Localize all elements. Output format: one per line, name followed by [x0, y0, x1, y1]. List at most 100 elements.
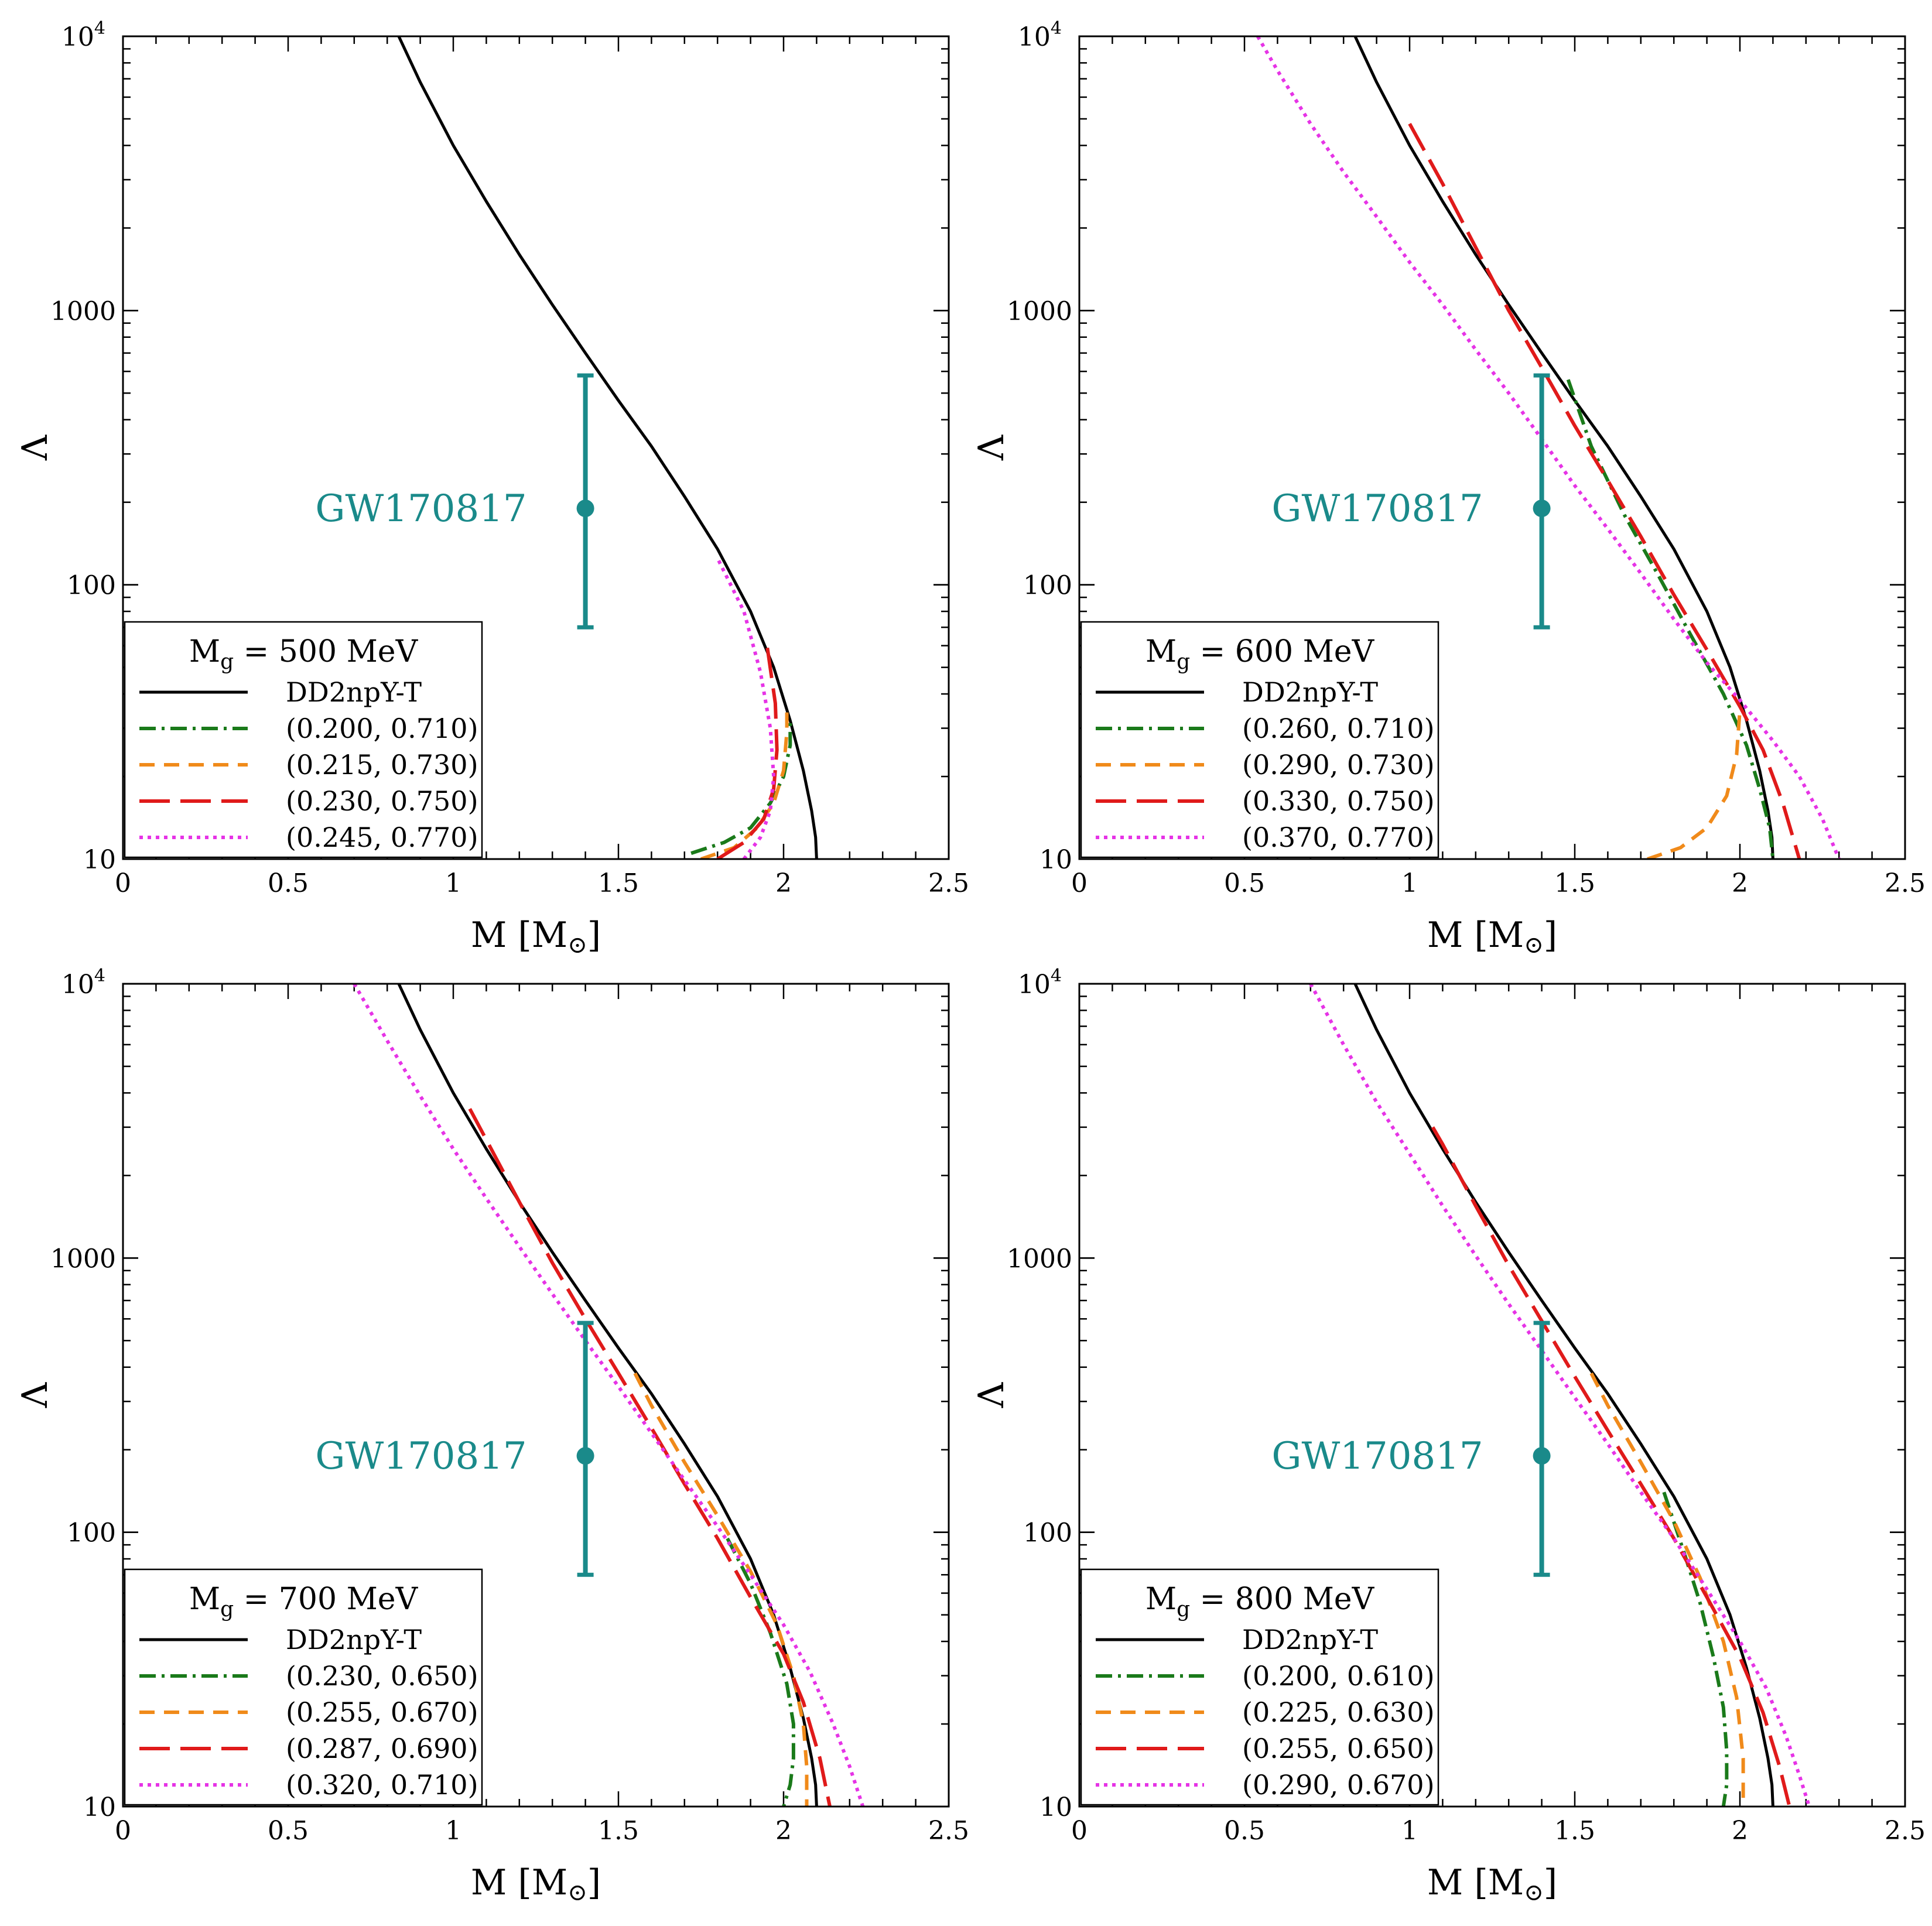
plot-frame: [1078, 983, 1906, 1808]
gw-label: GW170817: [315, 487, 526, 531]
y-axis-label: Λ: [971, 1382, 1012, 1408]
y-tick-label-text: 10: [1039, 1792, 1072, 1822]
legend-entry-3: (0.215, 0.730): [286, 749, 478, 781]
series-line-2: [690, 720, 792, 855]
x-axis-label-text: M [M: [1427, 1862, 1524, 1903]
legend-box: [1080, 1568, 1439, 1806]
y-tick-label: 100: [67, 1518, 116, 1548]
series-line-3: [1647, 709, 1742, 859]
legend-title-rest: = 600 MeV: [1190, 634, 1374, 669]
legend-entry-2: (0.200, 0.710): [286, 713, 478, 744]
x-tick-label: 2: [1732, 868, 1748, 898]
y-tick-label: 104: [1018, 18, 1062, 52]
series-line-1: [397, 36, 818, 859]
y-tick-label: 104: [1018, 966, 1062, 1000]
x-tick-label: 2.5: [928, 1816, 969, 1846]
gw-annotation: GW170817: [1271, 1321, 1551, 1577]
x-tick-label: 1: [1401, 868, 1418, 898]
legend-title: Mg = 500 MeV: [189, 634, 419, 674]
legend-title-main: M: [189, 634, 220, 669]
y-tick-label: 1000: [50, 1244, 116, 1274]
gw-label: GW170817: [1271, 1435, 1483, 1478]
series-line-4: [716, 645, 779, 859]
x-axis-label-sun: ⊙: [1524, 1879, 1544, 1906]
legend-title-rest: = 500 MeV: [234, 634, 418, 669]
legend-title-main: M: [1145, 1582, 1177, 1617]
series-group: [353, 984, 865, 1807]
x-axis-label-text: M [M: [471, 1862, 567, 1903]
x-tick-label: 0: [115, 1816, 131, 1846]
y-tick-exponent: 4: [1051, 966, 1062, 986]
series-line-2: [1566, 379, 1775, 859]
series-line-1: [1353, 36, 1774, 859]
legend-title-sub: g: [220, 650, 234, 674]
legend-entry-2: (0.260, 0.710): [1242, 713, 1435, 744]
x-tick-label: 1.5: [1554, 1816, 1595, 1846]
gw-point: [576, 1447, 594, 1465]
x-tick-label: 0: [1071, 1816, 1088, 1846]
series-group: [1256, 36, 1841, 859]
y-tick-label-text: 100: [67, 571, 116, 601]
x-axis-label-end: ]: [1544, 1862, 1557, 1903]
x-tick-label: 2.5: [1885, 1816, 1926, 1846]
legend-title-sub: g: [220, 1597, 234, 1621]
gw-point: [1533, 1447, 1551, 1465]
legend-entry-4: (0.330, 0.750): [1242, 785, 1435, 817]
y-axis-label: Λ: [15, 1382, 56, 1408]
x-tick-label: 1.5: [598, 868, 639, 898]
legend-title-sub: g: [1177, 1597, 1190, 1621]
series-group: [1309, 984, 1811, 1807]
x-axis-label: M [M⊙]: [1427, 1862, 1557, 1906]
y-tick-label: 10: [83, 845, 116, 875]
y-tick-label-text: 10: [83, 845, 116, 875]
x-tick-label: 1: [1401, 1816, 1418, 1846]
legend-entry-1: DD2npY-T: [1242, 1624, 1378, 1655]
x-tick-label: 2: [775, 868, 792, 898]
series-line-1: [397, 984, 818, 1807]
x-tick-label: 0.5: [1224, 868, 1265, 898]
y-tick-label-text: 10: [61, 970, 94, 1000]
y-tick-label: 104: [61, 966, 105, 1000]
x-tick-label: 1.5: [598, 1816, 639, 1846]
gw-label: GW170817: [1271, 487, 1483, 531]
legend-entry-2: (0.200, 0.610): [1242, 1660, 1435, 1692]
series-line-4: [468, 1108, 832, 1807]
x-axis-label-sun: ⊙: [1524, 932, 1544, 959]
x-tick-label: 1: [445, 868, 461, 898]
y-tick-label: 1000: [1007, 296, 1072, 326]
y-tick-label: 1000: [50, 296, 116, 326]
gw-point: [1533, 500, 1551, 518]
y-tick-label-text: 1000: [1007, 1244, 1072, 1274]
x-axis-label-text: M [M: [1427, 915, 1524, 956]
y-tick-exponent: 4: [94, 966, 105, 986]
y-tick-label-text: 100: [1023, 1518, 1072, 1548]
y-tick-label: 100: [1023, 1518, 1072, 1548]
legend-entry-3: (0.290, 0.730): [1242, 749, 1435, 781]
x-tick-label: 0.5: [1224, 1816, 1265, 1846]
legend-entry-1: DD2npY-T: [286, 1624, 422, 1655]
y-tick-label: 10: [1039, 845, 1072, 875]
y-tick-label-text: 10: [83, 1792, 116, 1822]
x-tick-label: 0: [1071, 868, 1088, 898]
y-tick-label-text: 10: [61, 22, 94, 52]
x-tick-label: 0: [115, 868, 131, 898]
legend-entry-3: (0.225, 0.630): [1242, 1696, 1435, 1728]
legend-entry-5: (0.320, 0.710): [286, 1769, 478, 1801]
legend-box: [124, 1568, 483, 1806]
y-tick-label: 10: [83, 1792, 116, 1822]
x-tick-label: 2: [1732, 1816, 1748, 1846]
legend-title: Mg = 700 MeV: [189, 1582, 419, 1621]
legend-entry-1: DD2npY-T: [286, 676, 422, 708]
x-axis-label-sun: ⊙: [567, 932, 587, 959]
x-axis-label-end: ]: [587, 915, 601, 956]
x-tick-label: 2: [775, 1816, 792, 1846]
legend-entry-2: (0.230, 0.650): [286, 1660, 478, 1692]
plot-frame: [122, 35, 950, 860]
